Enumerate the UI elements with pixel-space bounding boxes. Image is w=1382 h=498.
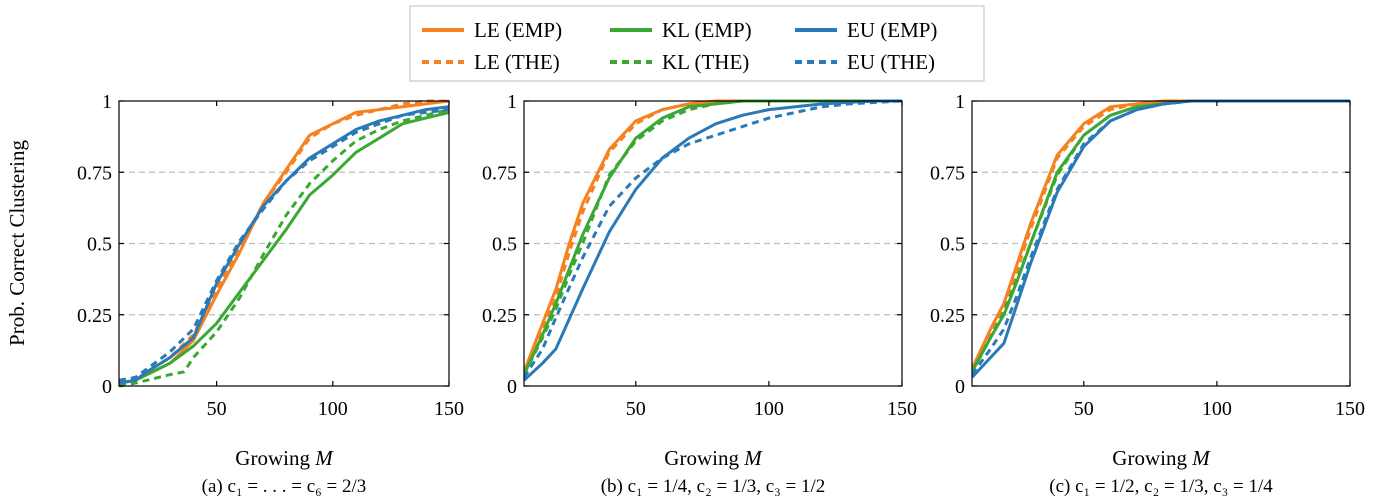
series-line-kl-the <box>972 99 1350 373</box>
y-tick-label: 1 <box>102 91 112 113</box>
series-line-kl-the <box>119 108 449 388</box>
x-tick-label: 150 <box>887 398 917 420</box>
series-line-eu-emp <box>524 99 902 382</box>
x-axis-label: Growing M <box>235 446 334 470</box>
x-tick-label: 150 <box>1335 398 1365 420</box>
x-tick-label: 100 <box>754 398 784 420</box>
x-tick-label: 150 <box>434 398 464 420</box>
series-group <box>972 99 1350 379</box>
y-tick-label: 0 <box>955 376 965 398</box>
y-tick-label: 1 <box>955 91 965 113</box>
series-line-le-the <box>972 99 1350 373</box>
y-tick-label: 0.5 <box>492 234 517 256</box>
series-line-eu-the <box>119 108 449 382</box>
x-tick-label: 50 <box>1074 398 1094 420</box>
y-tick-label: 0.5 <box>940 234 965 256</box>
series-line-kl-emp <box>119 110 449 385</box>
panel-caption: (c) c₁ = 1/2, c₂ = 1/3, c₃ = 1/4 <box>1049 476 1273 497</box>
legend-label: EU (EMP) <box>847 18 937 42</box>
legend-label: LE (EMP) <box>474 18 562 42</box>
series-group <box>524 99 902 382</box>
x-tick-label: 50 <box>626 398 646 420</box>
y-tick-label: 0.25 <box>930 305 965 327</box>
x-tick-label: 100 <box>1202 398 1232 420</box>
series-line-le-the <box>119 99 449 385</box>
y-tick-label: 0.5 <box>87 234 112 256</box>
legend-label: EU (THE) <box>847 50 935 74</box>
x-tick-label: 50 <box>207 398 227 420</box>
y-tick-label: 1 <box>507 91 517 113</box>
y-axis-label: Prob. Correct Clustering <box>5 140 29 346</box>
legend-label: KL (THE) <box>662 50 749 74</box>
legend-label: KL (EMP) <box>662 18 752 42</box>
series-line-kl-emp <box>524 99 902 376</box>
x-axis-label: Growing M <box>1112 446 1211 470</box>
x-tick-label: 100 <box>318 398 348 420</box>
y-tick-label: 0.75 <box>930 162 965 184</box>
y-tick-label: 0 <box>102 376 112 398</box>
panel-caption: (b) c₁ = 1/4, c₂ = 1/3, c₃ = 1/2 <box>601 476 826 497</box>
legend-box <box>409 5 985 82</box>
series-line-le-emp <box>119 99 449 385</box>
legend: LE (EMP) KL (EMP) EU (EMP) LE (THE) KL (THE)… <box>409 5 985 82</box>
y-tick-label: 0.75 <box>482 162 517 184</box>
series-line-eu-emp <box>119 105 449 385</box>
x-axis-label: Growing M <box>664 446 763 470</box>
panel-caption: (a) c₁ = . . . = c₆ = 2/3 <box>202 476 367 497</box>
y-tick-label: 0 <box>507 376 517 398</box>
y-tick-label: 0.25 <box>77 305 112 327</box>
legend-label: LE (THE) <box>474 50 560 74</box>
series-group <box>119 99 449 388</box>
y-tick-label: 0.75 <box>77 162 112 184</box>
series-line-eu-the <box>524 99 902 379</box>
y-tick-label: 0.25 <box>482 305 517 327</box>
